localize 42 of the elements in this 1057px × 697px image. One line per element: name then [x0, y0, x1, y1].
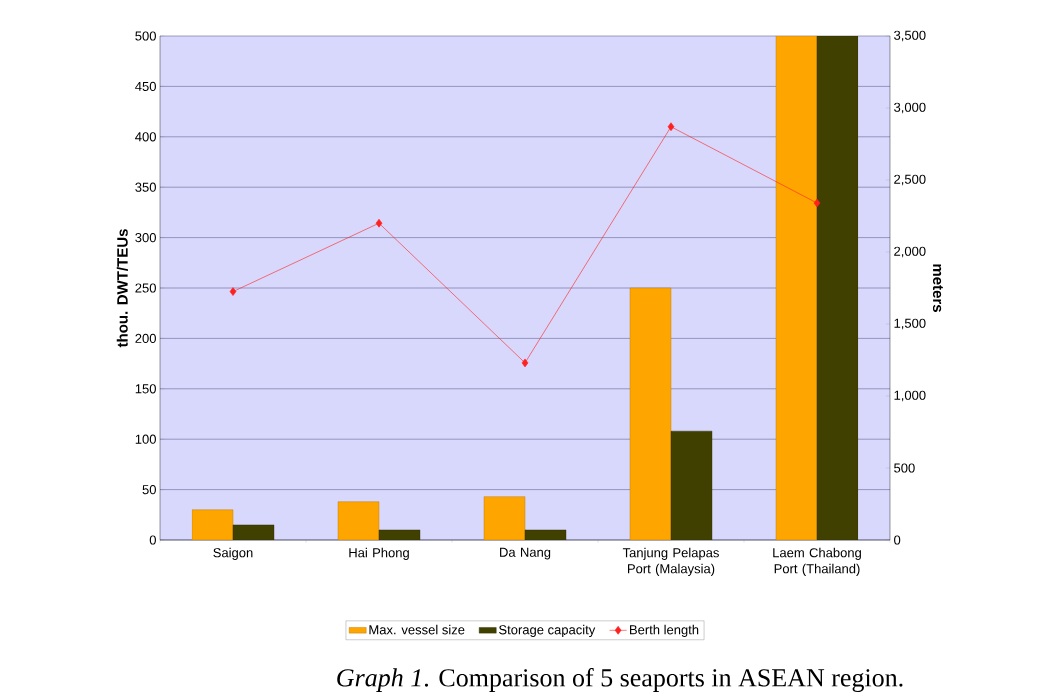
- y2-tick-label: 1,000: [894, 390, 926, 402]
- y2-tick-label: 2,000: [894, 246, 926, 258]
- legend-label: Storage capacity: [499, 624, 596, 637]
- y-tick-label: 0: [149, 535, 156, 545]
- y2-tick-label: 1,500: [894, 318, 926, 330]
- bar: [337, 501, 380, 540]
- y2-tick-label: 0: [894, 535, 901, 545]
- y-axis-title: thou. DWT/TEUs: [116, 229, 128, 348]
- x-tick-label: Saigon: [213, 547, 253, 560]
- legend-label: Max. vessel size: [369, 624, 465, 635]
- y-tick-label: 100: [135, 434, 156, 444]
- legend-label: Berth length: [630, 624, 699, 637]
- y2-tick-label: 500: [894, 463, 915, 473]
- bar: [670, 430, 713, 540]
- point: [229, 287, 237, 296]
- y-tick-label: 300: [135, 232, 156, 243]
- x-tick-label: Hai Phong: [349, 547, 409, 560]
- y-tick-label: 200: [135, 333, 156, 343]
- point: [375, 218, 383, 228]
- point: [521, 358, 529, 368]
- x-tick-label: Tanjung Pelapas Port (Malaysia): [622, 547, 719, 576]
- bar: [816, 36, 859, 540]
- y2-tick-label: 3,500: [894, 30, 926, 42]
- bar: [483, 496, 526, 540]
- bar: [629, 287, 672, 540]
- y2-axis-title: meters: [932, 264, 943, 312]
- y-tick-label: 350: [135, 182, 156, 192]
- bar: [191, 509, 234, 540]
- y-tick-label: 250: [135, 283, 156, 293]
- point: [667, 122, 675, 132]
- y2-tick-label: 2,500: [894, 174, 926, 186]
- y-tick-label: 450: [135, 81, 156, 91]
- y2-tick-label: 3,000: [894, 102, 926, 114]
- bar: [775, 36, 818, 540]
- y-tick-label: 150: [135, 384, 156, 394]
- y-tick-label: 50: [142, 484, 156, 495]
- point: [813, 198, 821, 208]
- x-tick-label: Laem Chabong Port (Thailand): [773, 547, 861, 576]
- y-tick-label: 500: [135, 31, 156, 41]
- x-tick-label: Da Nang: [500, 547, 551, 560]
- text: Graph 1. Comparison of 5 seaports in ASEAN region.: [337, 668, 903, 692]
- y-tick-label: 400: [135, 132, 156, 142]
